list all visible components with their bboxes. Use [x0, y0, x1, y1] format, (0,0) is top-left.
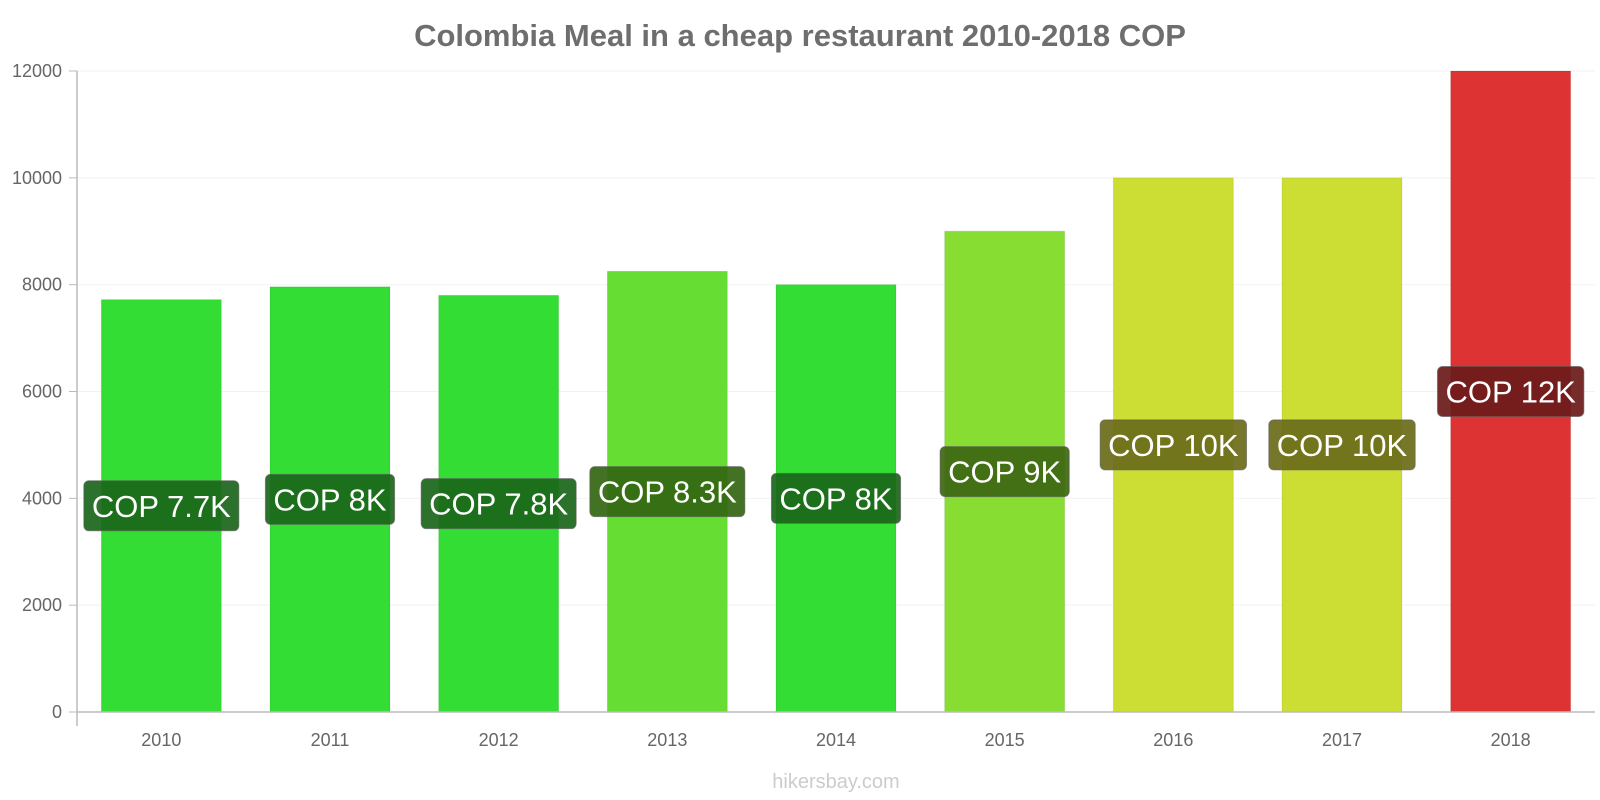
x-tick-label-2012: 2012: [479, 730, 519, 750]
data-label-text: COP 10K: [1108, 428, 1239, 463]
data-label-text: COP 7.7K: [92, 489, 231, 524]
data-label-2014: COP 8K: [770, 472, 902, 524]
y-tick-label: 8000: [22, 275, 62, 295]
x-tick-label-2014: 2014: [816, 730, 856, 750]
chart-title: Colombia Meal in a cheap restaurant 2010…: [414, 18, 1186, 53]
axes: 0 2000 4000 6000 8000 10000 12000 2010 2011 2012 2…: [12, 61, 1595, 750]
y-tick-label: 10000: [12, 168, 62, 188]
y-tick-label: 12000: [12, 61, 62, 81]
bars: [100, 70, 1572, 713]
data-label-background: [589, 466, 746, 518]
x-tick-label-2013: 2013: [647, 730, 687, 750]
data-label-text: COP 8K: [273, 482, 386, 517]
data-label-2018: COP 12K: [1436, 366, 1585, 417]
data-label-background: [83, 480, 240, 532]
x-tick-label-2017: 2017: [1322, 730, 1362, 750]
data-label-2010: COP 7.7K: [83, 480, 240, 532]
data-label-background: [1268, 419, 1416, 471]
x-tick-label-2011: 2011: [311, 730, 350, 750]
source-watermark: hikersbay.com: [772, 771, 899, 793]
data-label-text: COP 9K: [948, 455, 1061, 490]
y-tick-label: 0: [52, 702, 62, 722]
data-label-2015: COP 9K: [939, 446, 1070, 498]
data-label-2016: COP 10K: [1099, 419, 1248, 471]
data-label-2013: COP 8.3K: [589, 466, 746, 518]
x-tick-label-2016: 2016: [1153, 730, 1193, 750]
data-label-text: COP 8.3K: [598, 475, 737, 510]
x-tick-label-2010: 2010: [141, 730, 181, 750]
data-label-background: [770, 472, 902, 524]
data-label-text: COP 10K: [1277, 428, 1408, 463]
data-label-background: [1436, 366, 1585, 417]
y-tick-label: 4000: [22, 488, 62, 508]
data-label-background: [420, 478, 577, 530]
y-tick-label: 6000: [22, 382, 62, 402]
x-tick-label-2015: 2015: [985, 730, 1025, 750]
y-tick-label: 2000: [22, 595, 62, 615]
data-label-2011: COP 8K: [264, 473, 396, 525]
data-label-text: COP 8K: [779, 481, 892, 516]
data-label-2017: COP 10K: [1268, 419, 1416, 471]
data-label-background: [264, 473, 396, 525]
data-label-text: COP 12K: [1445, 375, 1576, 410]
data-labels: COP 7.7K COP 8K COP 7.8K COP 8.3K COP 8K COP …: [83, 366, 1585, 532]
data-label-background: [939, 446, 1070, 498]
data-label-2012: COP 7.8K: [420, 478, 577, 530]
data-label-text: COP 7.8K: [429, 487, 568, 522]
data-label-background: [1099, 419, 1248, 471]
x-tick-label-2018: 2018: [1491, 730, 1531, 750]
